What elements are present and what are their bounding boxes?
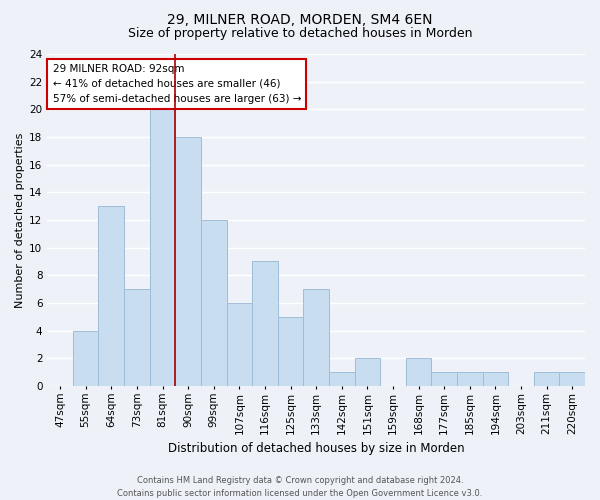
Bar — [98, 206, 124, 386]
Bar — [278, 317, 304, 386]
Bar — [201, 220, 227, 386]
Bar — [73, 330, 98, 386]
Bar — [329, 372, 355, 386]
Text: Contains HM Land Registry data © Crown copyright and database right 2024.
Contai: Contains HM Land Registry data © Crown c… — [118, 476, 482, 498]
Text: 29 MILNER ROAD: 92sqm
← 41% of detached houses are smaller (46)
57% of semi-deta: 29 MILNER ROAD: 92sqm ← 41% of detached … — [53, 64, 301, 104]
Bar — [304, 289, 329, 386]
Bar — [482, 372, 508, 386]
Text: 29, MILNER ROAD, MORDEN, SM4 6EN: 29, MILNER ROAD, MORDEN, SM4 6EN — [167, 12, 433, 26]
Y-axis label: Number of detached properties: Number of detached properties — [15, 132, 25, 308]
Bar — [406, 358, 431, 386]
Bar — [457, 372, 482, 386]
Bar — [150, 110, 175, 386]
Text: Size of property relative to detached houses in Morden: Size of property relative to detached ho… — [128, 28, 472, 40]
Bar — [252, 262, 278, 386]
Bar — [431, 372, 457, 386]
Bar — [124, 289, 150, 386]
Bar — [559, 372, 585, 386]
Bar — [534, 372, 559, 386]
Bar — [175, 137, 201, 386]
Bar — [355, 358, 380, 386]
X-axis label: Distribution of detached houses by size in Morden: Distribution of detached houses by size … — [168, 442, 464, 455]
Bar — [227, 303, 252, 386]
